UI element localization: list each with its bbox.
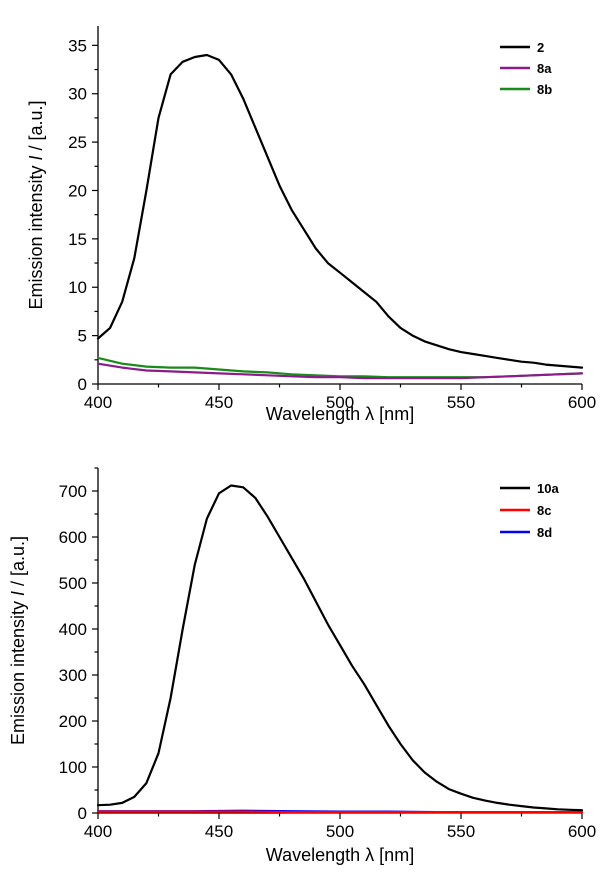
legend-label-8c: 8c	[537, 503, 551, 518]
x-tick-label: 550	[447, 822, 475, 841]
x-tick-label: 500	[326, 822, 354, 841]
y-axis-title: Emission intensity I / [a.u.]	[26, 100, 46, 309]
legend-label-8d: 8d	[537, 525, 552, 540]
series-line-8a	[96, 362, 584, 380]
x-tick-label: 400	[84, 393, 112, 412]
x-tick-label: 450	[205, 393, 233, 412]
y-tick-label: 100	[59, 758, 87, 777]
series-line-8c	[96, 810, 584, 814]
y-tick-label: 15	[68, 230, 87, 249]
y-tick-label: 0	[78, 375, 87, 394]
y-tick-label: 0	[78, 804, 87, 823]
legend-label-10a: 10a	[537, 481, 559, 496]
x-tick-label: 450	[205, 822, 233, 841]
x-tick-label: 550	[447, 393, 475, 412]
series-line-10a	[96, 484, 584, 812]
legend-label-2: 2	[537, 40, 544, 55]
y-tick-label: 20	[68, 181, 87, 200]
y-axis-title: Emission intensity I / [a.u.]	[8, 536, 28, 745]
y-tick-label: 300	[59, 666, 87, 685]
chart-panel-2: 400 450 500 550 600 0 100 200 300 400 500 600 700 Wav…	[8, 467, 596, 865]
x-tick-label: 400	[84, 822, 112, 841]
series-line-2	[96, 53, 584, 369]
chart-panel-1: 400 450 500 550 600 0 5 10 15 20 25 30 35 Wavelength …	[26, 26, 596, 424]
y-tick-label: 25	[68, 133, 87, 152]
y-tick-label: 500	[59, 574, 87, 593]
legend-label-8a: 8a	[537, 61, 552, 76]
y-tick-label: 600	[59, 528, 87, 547]
y-tick-label: 400	[59, 620, 87, 639]
x-axis-title: Wavelength λ [nm]	[266, 845, 414, 865]
y-tick-label: 10	[68, 278, 87, 297]
y-tick-label: 5	[78, 327, 87, 346]
y-tick-label: 700	[59, 482, 87, 501]
x-tick-label: 600	[568, 822, 596, 841]
y-axis-title-suffix: / [a.u.]	[8, 536, 28, 591]
y-tick-label: 35	[68, 36, 87, 55]
y-tick-label: 200	[59, 712, 87, 731]
y-axis-title-symbol: I	[8, 591, 28, 596]
x-tick-label: 500	[326, 393, 354, 412]
x-tick-label: 600	[568, 393, 596, 412]
y-tick-label: 30	[68, 85, 87, 104]
legend-label-8b: 8b	[537, 82, 552, 97]
x-axis-title: Wavelength λ [nm]	[266, 404, 414, 424]
y-axis-title-prefix: Emission intensity	[8, 596, 28, 745]
y-axis-title-symbol: I	[26, 155, 46, 160]
y-axis-title-suffix: / [a.u.]	[26, 100, 46, 155]
y-axis-title-prefix: Emission intensity	[26, 160, 46, 309]
